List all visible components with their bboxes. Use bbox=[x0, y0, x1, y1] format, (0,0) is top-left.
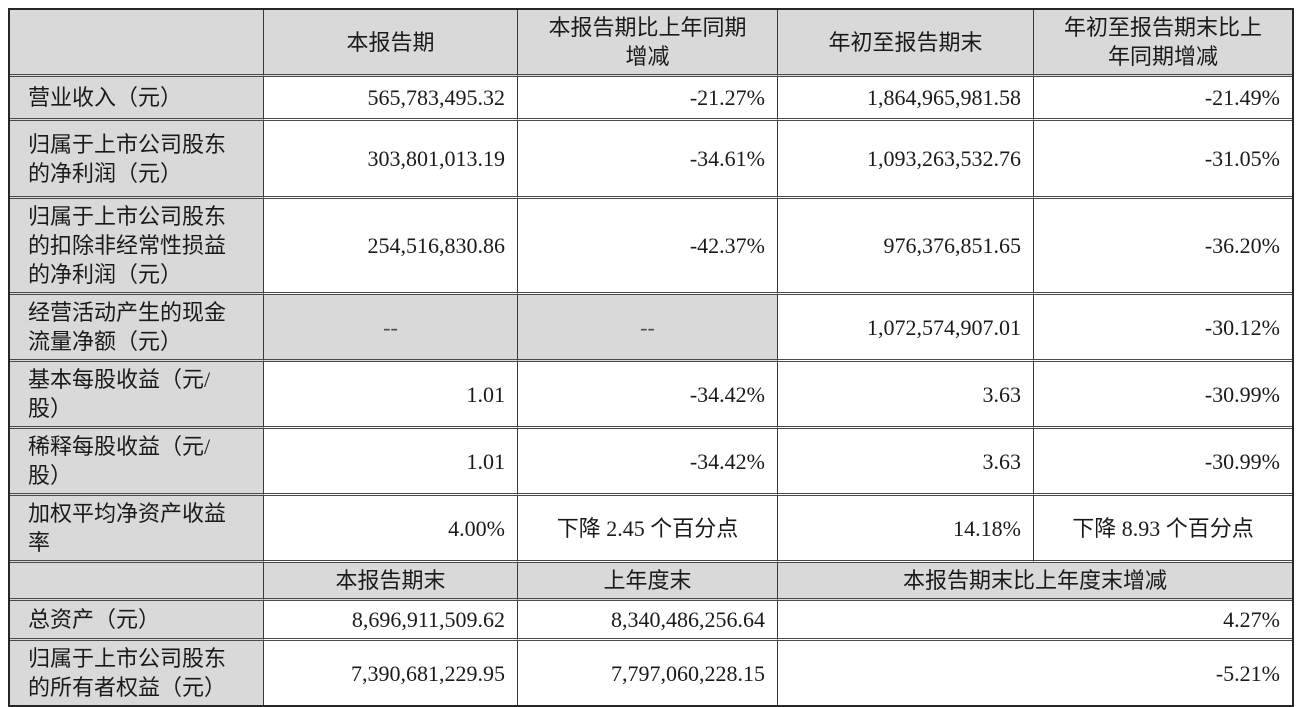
header-blank-cell bbox=[10, 10, 264, 77]
header-yoy-change: 本报告期比上年同期增减 bbox=[518, 10, 778, 77]
current-period-value: 1.01 bbox=[264, 362, 518, 429]
row-label: 归属于上市公司股东的扣除非经常性损益的净利润（元） bbox=[10, 199, 264, 295]
yoy-change-value: -- bbox=[518, 295, 778, 362]
ytd-value: 1,093,263,532.76 bbox=[778, 121, 1034, 199]
ytd-yoy-change-value: -30.12% bbox=[1034, 295, 1292, 362]
ytd-yoy-change-value: -31.05% bbox=[1034, 121, 1292, 199]
table-row-deducted-net-profit: 归属于上市公司股东的扣除非经常性损益的净利润（元） 254,516,830.86… bbox=[10, 199, 1292, 295]
ytd-value: 1,864,965,981.58 bbox=[778, 77, 1034, 121]
row-label: 总资产（元） bbox=[10, 601, 264, 641]
table-row-total-assets: 总资产（元） 8,696,911,509.62 8,340,486,256.64… bbox=[10, 601, 1292, 641]
ytd-yoy-change-value: -30.99% bbox=[1034, 362, 1292, 429]
subheader-period-end: 本报告期末 bbox=[264, 563, 518, 601]
yoy-change-value: -42.37% bbox=[518, 199, 778, 295]
subheader-change: 本报告期末比上年度末增减 bbox=[778, 563, 1292, 601]
row-label: 加权平均净资产收益率 bbox=[10, 496, 264, 563]
current-period-value: 565,783,495.32 bbox=[264, 77, 518, 121]
header-current-period: 本报告期 bbox=[264, 10, 518, 77]
subheader-prior-year-end: 上年度末 bbox=[518, 563, 778, 601]
row-label: 基本每股收益（元/股） bbox=[10, 362, 264, 429]
table-header-row: 本报告期 本报告期比上年同期增减 年初至报告期末 年初至报告期末比上年同期增减 bbox=[10, 10, 1292, 77]
ytd-yoy-change-value: -21.49% bbox=[1034, 77, 1292, 121]
yoy-change-value: -21.27% bbox=[518, 77, 778, 121]
current-period-value: 1.01 bbox=[264, 429, 518, 496]
yoy-change-value: 下降 2.45 个百分点 bbox=[518, 496, 778, 563]
table-row-basic-eps: 基本每股收益（元/股） 1.01 -34.42% 3.63 -30.99% bbox=[10, 362, 1292, 429]
prior-year-end-value: 7,797,060,228.15 bbox=[518, 641, 778, 705]
table-row-revenue: 营业收入（元） 565,783,495.32 -21.27% 1,864,965… bbox=[10, 77, 1292, 121]
ytd-yoy-change-value: 下降 8.93 个百分点 bbox=[1034, 496, 1292, 563]
prior-year-end-value: 8,340,486,256.64 bbox=[518, 601, 778, 641]
table-row-weighted-avg-roe: 加权平均净资产收益率 4.00% 下降 2.45 个百分点 14.18% 下降 … bbox=[10, 496, 1292, 563]
ytd-value: 976,376,851.65 bbox=[778, 199, 1034, 295]
table-row-diluted-eps: 稀释每股收益（元/股） 1.01 -34.42% 3.63 -30.99% bbox=[10, 429, 1292, 496]
row-label: 归属于上市公司股东的净利润（元） bbox=[10, 121, 264, 199]
current-period-value: 303,801,013.19 bbox=[264, 121, 518, 199]
current-period-value: 254,516,830.86 bbox=[264, 199, 518, 295]
header-ytd: 年初至报告期末 bbox=[778, 10, 1034, 77]
ytd-value: 3.63 bbox=[778, 362, 1034, 429]
period-end-value: 7,390,681,229.95 bbox=[264, 641, 518, 705]
ytd-value: 14.18% bbox=[778, 496, 1034, 563]
subheader-blank-cell bbox=[10, 563, 264, 601]
ytd-value: 1,072,574,907.01 bbox=[778, 295, 1034, 362]
change-value: 4.27% bbox=[778, 601, 1292, 641]
current-period-value: -- bbox=[264, 295, 518, 362]
table-row-owners-equity: 归属于上市公司股东的所有者权益（元） 7,390,681,229.95 7,79… bbox=[10, 641, 1292, 705]
ytd-yoy-change-value: -36.20% bbox=[1034, 199, 1292, 295]
ytd-yoy-change-value: -30.99% bbox=[1034, 429, 1292, 496]
current-period-value: 4.00% bbox=[264, 496, 518, 563]
ytd-value: 3.63 bbox=[778, 429, 1034, 496]
period-end-value: 8,696,911,509.62 bbox=[264, 601, 518, 641]
change-value: -5.21% bbox=[1215, 660, 1280, 686]
yoy-change-value: -34.61% bbox=[518, 121, 778, 199]
financial-summary-table: 本报告期 本报告期比上年同期增减 年初至报告期末 年初至报告期末比上年同期增减 … bbox=[8, 8, 1294, 707]
header-ytd-yoy-change: 年初至报告期末比上年同期增减 bbox=[1034, 10, 1292, 77]
row-label: 归属于上市公司股东的所有者权益（元） bbox=[10, 641, 264, 705]
table-row-net-profit: 归属于上市公司股东的净利润（元） 303,801,013.19 -34.61% … bbox=[10, 121, 1292, 199]
row-label: 营业收入（元） bbox=[10, 77, 264, 121]
yoy-change-value: -34.42% bbox=[518, 362, 778, 429]
yoy-change-value: -34.42% bbox=[518, 429, 778, 496]
row-label: 经营活动产生的现金流量净额（元） bbox=[10, 295, 264, 362]
row-label: 稀释每股收益（元/股） bbox=[10, 429, 264, 496]
table-row-operating-cash-flow: 经营活动产生的现金流量净额（元） -- -- 1,072,574,907.01 … bbox=[10, 295, 1292, 362]
period-end-subheader-row: 本报告期末 上年度末 本报告期末比上年度末增减 bbox=[10, 563, 1292, 601]
